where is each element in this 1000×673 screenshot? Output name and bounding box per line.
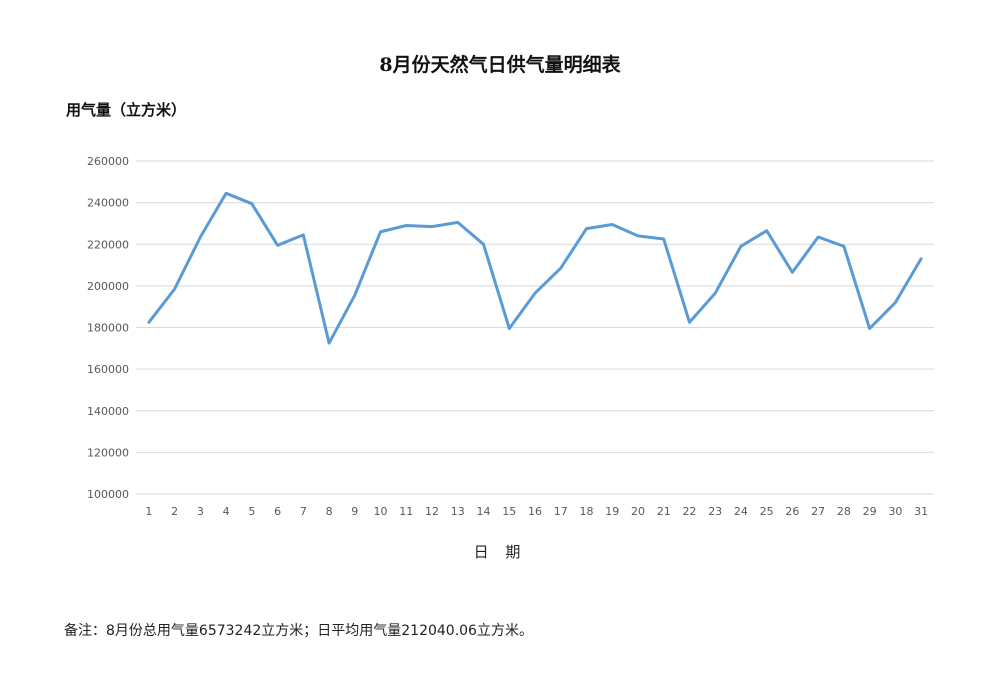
data-point — [508, 327, 511, 330]
x-tick-label: 19 — [605, 505, 619, 518]
data-point — [250, 202, 254, 205]
x-tick-labels: 1 2 3 4 5 6 7 8 9 10 11 12 13 14 15 16 17 18 19 20 21 22 23 24 2… — [145, 505, 928, 518]
grid-lines — [136, 160, 934, 495]
data-point — [224, 192, 228, 195]
data-point — [791, 271, 794, 274]
x-tick-label: 13 — [451, 505, 465, 518]
data-point — [611, 223, 614, 226]
x-tick-label: 1 — [145, 505, 152, 518]
x-tick-label: 8 — [326, 505, 333, 518]
x-tick-label: 24 — [734, 505, 748, 518]
x-tick-label: 20 — [631, 505, 645, 518]
data-point — [585, 227, 588, 230]
data-point — [765, 229, 768, 232]
data-point — [636, 234, 640, 238]
data-series — [147, 191, 923, 345]
x-tick-label: 2 — [171, 505, 178, 518]
x-tick-label: 14 — [477, 505, 491, 518]
data-point — [302, 233, 305, 237]
data-point — [919, 257, 923, 261]
data-point — [868, 327, 871, 330]
y-tick-label: 180000 — [87, 322, 129, 335]
x-tick-label: 25 — [760, 505, 774, 518]
data-point — [739, 245, 743, 248]
y-tick-label: 240000 — [87, 197, 129, 210]
y-tick-label: 200000 — [87, 280, 129, 293]
data-point — [894, 301, 897, 304]
series-line — [147, 191, 923, 345]
x-tick-label: 15 — [502, 505, 516, 518]
x-tick-label: 12 — [425, 505, 439, 518]
data-point — [327, 341, 331, 345]
data-point — [842, 245, 846, 248]
x-tick-label: 22 — [682, 505, 696, 518]
x-tick-label: 18 — [579, 505, 593, 518]
footnote: 备注：8月份总用气量6573242立方米；日平均用气量212040.06立方米。 — [64, 623, 533, 639]
x-tick-label: 31 — [914, 505, 928, 518]
x-tick-label: 27 — [811, 505, 825, 518]
x-axis-label: 日 期 — [473, 543, 527, 561]
x-tick-label: 3 — [197, 505, 204, 518]
y-tick-label: 260000 — [87, 155, 129, 168]
data-point — [559, 266, 562, 270]
x-tick-label: 30 — [888, 505, 902, 518]
y-tick-label: 140000 — [87, 405, 129, 418]
data-point — [430, 225, 434, 228]
y-axis-label: 用气量（立方米） — [66, 101, 187, 119]
x-tick-label: 11 — [399, 505, 413, 518]
x-tick-label: 28 — [837, 505, 851, 518]
x-tick-label: 9 — [351, 505, 358, 518]
data-point — [662, 237, 665, 241]
y-tick-label: 160000 — [87, 363, 129, 376]
x-tick-label: 17 — [554, 505, 568, 518]
data-point — [199, 235, 202, 239]
x-tick-label: 29 — [863, 505, 877, 518]
data-point — [147, 321, 151, 324]
data-point — [533, 291, 537, 295]
data-point — [353, 294, 357, 297]
x-tick-label: 23 — [708, 505, 722, 518]
data-point — [816, 235, 820, 239]
data-point — [713, 291, 717, 295]
x-tick-label: 5 — [248, 505, 255, 518]
x-tick-label: 4 — [223, 505, 230, 518]
data-point — [173, 287, 176, 291]
data-point — [405, 224, 408, 227]
y-tick-label: 100000 — [87, 488, 129, 501]
x-tick-label: 16 — [528, 505, 542, 518]
x-tick-label: 21 — [657, 505, 671, 518]
x-tick-label: 6 — [274, 505, 281, 518]
chart-title: 8月份天然气日供气量明细表 — [379, 54, 621, 76]
data-point — [456, 221, 459, 224]
y-tick-label: 120000 — [87, 446, 129, 459]
data-point — [379, 230, 382, 233]
x-tick-label: 7 — [300, 505, 307, 518]
data-point — [688, 321, 691, 324]
data-point — [482, 243, 485, 246]
y-tick-label: 220000 — [87, 238, 129, 251]
x-tick-label: 10 — [374, 505, 388, 518]
data-point — [276, 244, 279, 247]
y-tick-labels: 100000 120000 140000 160000 180000 200000 2200… — [87, 155, 129, 501]
x-tick-label: 26 — [785, 505, 799, 518]
